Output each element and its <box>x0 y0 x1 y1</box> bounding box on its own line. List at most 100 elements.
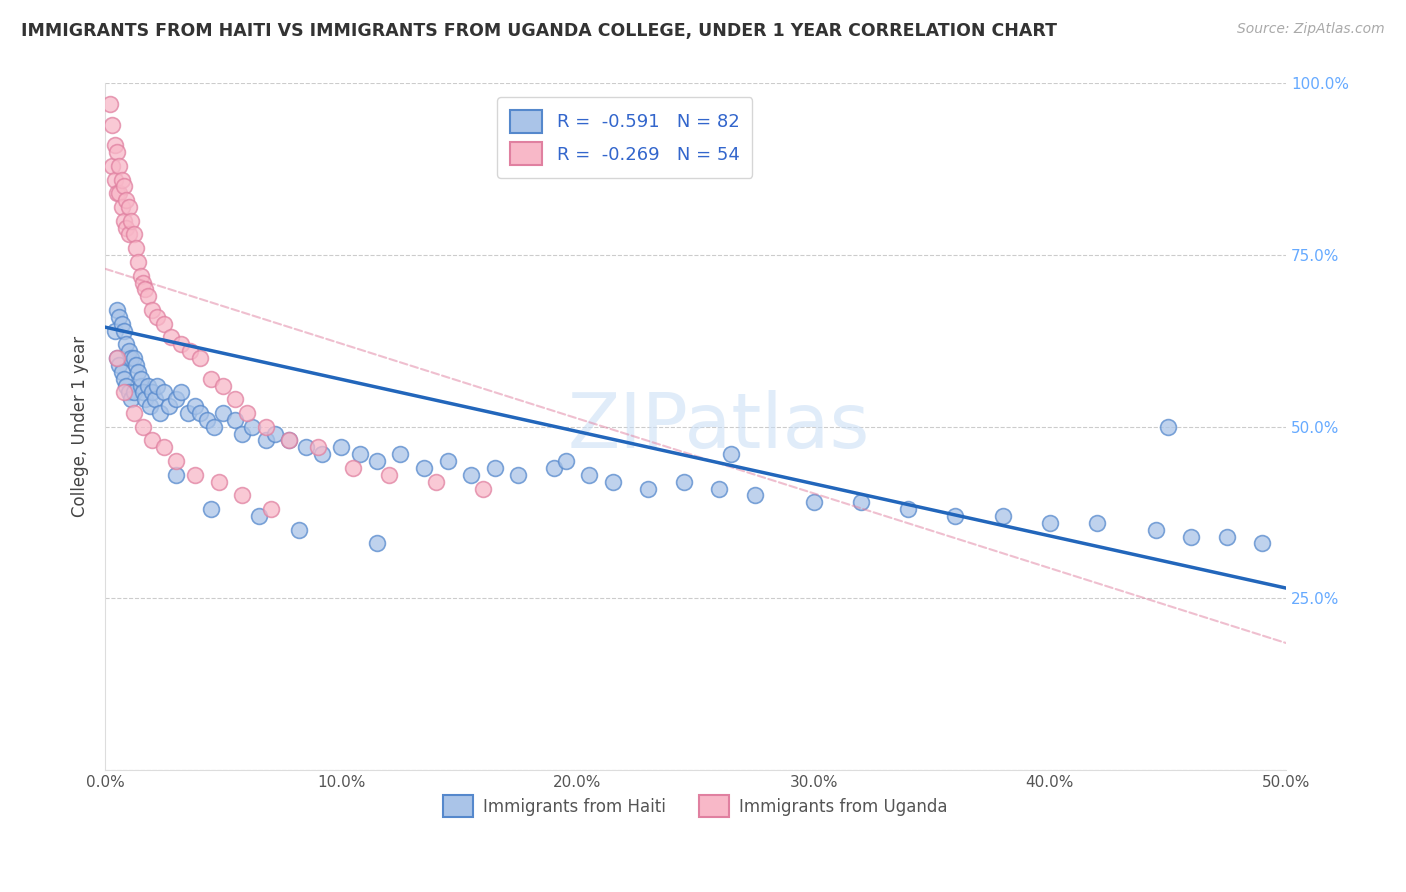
Legend: Immigrants from Haiti, Immigrants from Uganda: Immigrants from Haiti, Immigrants from U… <box>437 789 955 823</box>
Point <box>259 502 281 516</box>
Point <box>1251 536 1274 550</box>
Point <box>105 186 128 201</box>
Point <box>637 482 659 496</box>
Point <box>436 454 458 468</box>
Point <box>122 385 145 400</box>
Point <box>115 378 138 392</box>
Point <box>104 172 127 186</box>
Point <box>184 467 207 482</box>
Point <box>108 310 131 324</box>
Point <box>342 461 364 475</box>
Point <box>122 227 145 242</box>
Point <box>112 179 135 194</box>
Point <box>200 502 222 516</box>
Point <box>254 434 277 448</box>
Point <box>389 447 412 461</box>
Point <box>118 200 141 214</box>
Point <box>129 268 152 283</box>
Point <box>224 413 246 427</box>
Point <box>153 317 176 331</box>
Point <box>578 467 600 482</box>
Point <box>127 255 149 269</box>
Point <box>122 351 145 365</box>
Point <box>170 337 193 351</box>
Text: Source: ZipAtlas.com: Source: ZipAtlas.com <box>1237 22 1385 37</box>
Point <box>157 399 180 413</box>
Point <box>179 344 201 359</box>
Point <box>1157 419 1180 434</box>
Point <box>98 97 121 112</box>
Point <box>134 282 156 296</box>
Point <box>153 385 176 400</box>
Point <box>129 378 152 392</box>
Point <box>111 317 134 331</box>
Point <box>125 358 148 372</box>
Point <box>148 406 170 420</box>
Point <box>202 419 225 434</box>
Point <box>105 351 128 365</box>
Point <box>132 419 155 434</box>
Point <box>136 289 159 303</box>
Point <box>207 475 229 489</box>
Point <box>236 406 259 420</box>
Point <box>413 461 436 475</box>
Point <box>744 488 766 502</box>
Point <box>105 351 128 365</box>
Point <box>112 213 135 227</box>
Point <box>120 351 142 365</box>
Point <box>278 434 301 448</box>
Point <box>111 200 134 214</box>
Point <box>460 467 482 482</box>
Point <box>104 138 127 153</box>
Text: ZIPatlas: ZIPatlas <box>568 390 870 464</box>
Point <box>141 385 163 400</box>
Text: IMMIGRANTS FROM HAITI VS IMMIGRANTS FROM UGANDA COLLEGE, UNDER 1 YEAR CORRELATIO: IMMIGRANTS FROM HAITI VS IMMIGRANTS FROM… <box>21 22 1057 40</box>
Point <box>195 413 218 427</box>
Point <box>112 385 135 400</box>
Point <box>112 372 135 386</box>
Point <box>129 372 152 386</box>
Point <box>105 303 128 318</box>
Point <box>115 337 138 351</box>
Point <box>349 447 371 461</box>
Point <box>247 508 270 523</box>
Point <box>125 241 148 255</box>
Point <box>108 358 131 372</box>
Point <box>897 502 920 516</box>
Point <box>212 378 235 392</box>
Point <box>295 440 318 454</box>
Point <box>118 344 141 359</box>
Point <box>188 351 211 365</box>
Point <box>240 419 263 434</box>
Point <box>288 523 311 537</box>
Point <box>143 392 166 407</box>
Point <box>104 324 127 338</box>
Point <box>672 475 695 489</box>
Point <box>1180 530 1202 544</box>
Point <box>425 475 447 489</box>
Point <box>101 118 124 132</box>
Point <box>132 385 155 400</box>
Point <box>231 426 253 441</box>
Point <box>184 399 207 413</box>
Point <box>120 213 142 227</box>
Point <box>484 461 506 475</box>
Point <box>264 426 287 441</box>
Point <box>231 488 253 502</box>
Point <box>330 440 353 454</box>
Point <box>118 385 141 400</box>
Point <box>105 145 128 160</box>
Point <box>153 440 176 454</box>
Y-axis label: College, Under 1 year: College, Under 1 year <box>72 336 89 517</box>
Point <box>1039 516 1062 530</box>
Point <box>803 495 825 509</box>
Point <box>141 434 163 448</box>
Point <box>115 220 138 235</box>
Point <box>101 159 124 173</box>
Point <box>188 406 211 420</box>
Point <box>1085 516 1108 530</box>
Point <box>307 440 329 454</box>
Point <box>127 365 149 379</box>
Point <box>165 392 187 407</box>
Point <box>543 461 565 475</box>
